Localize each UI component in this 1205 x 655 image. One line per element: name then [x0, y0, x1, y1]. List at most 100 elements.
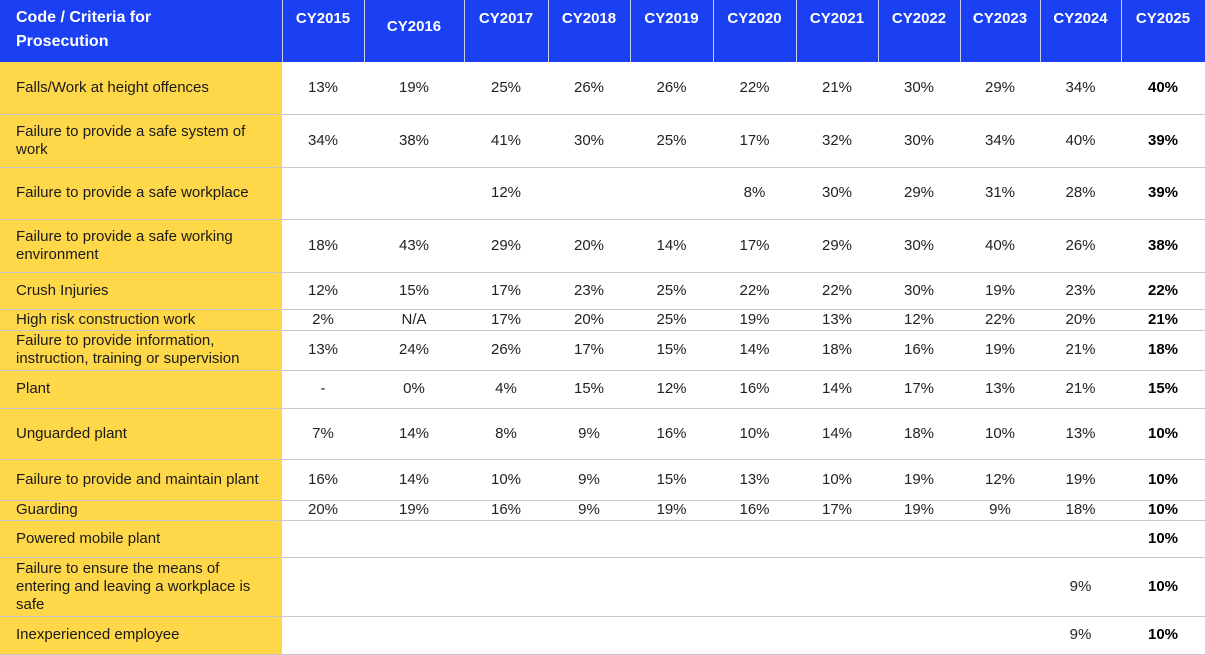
- value-cell: 9%: [548, 500, 630, 521]
- empty-cell: [630, 167, 713, 220]
- value-cell: 40%: [960, 219, 1040, 273]
- value-cell: 19%: [878, 500, 960, 521]
- empty-cell: [630, 616, 713, 655]
- value-cell: 18%: [1121, 330, 1205, 371]
- empty-cell: [796, 616, 878, 655]
- value-cell: 13%: [796, 309, 878, 331]
- value-cell: 38%: [1121, 219, 1205, 273]
- value-cell: 29%: [878, 167, 960, 220]
- value-cell: 22%: [1121, 272, 1205, 310]
- empty-cell: [960, 557, 1040, 617]
- value-cell: 12%: [282, 272, 364, 310]
- value-cell: 43%: [364, 219, 464, 273]
- value-cell: 16%: [878, 330, 960, 371]
- value-cell: 10%: [1121, 459, 1205, 501]
- value-cell: 15%: [364, 272, 464, 310]
- empty-cell: [713, 616, 796, 655]
- value-cell: 13%: [960, 370, 1040, 409]
- header-text: Code / Criteria for Prosecution: [16, 9, 152, 50]
- row-label: Failure to provide a safe system of work: [0, 114, 282, 168]
- header-cell: CY2025: [1121, 0, 1205, 62]
- row-label: Powered mobile plant: [0, 520, 282, 558]
- row-label: Inexperienced employee: [0, 616, 282, 655]
- row-label: Failure to provide a safe workplace: [0, 167, 282, 220]
- value-cell: 17%: [713, 219, 796, 273]
- table-row: Failure to provide information, instruct…: [0, 330, 1205, 371]
- value-cell: 10%: [1121, 616, 1205, 655]
- empty-cell: [464, 520, 548, 558]
- row-label: Falls/Work at height offences: [0, 62, 282, 115]
- value-cell: 17%: [548, 330, 630, 371]
- row-label: Failure to provide a safe working enviro…: [0, 219, 282, 273]
- table-row: Failure to provide a safe system of work…: [0, 114, 1205, 168]
- value-cell: 30%: [878, 219, 960, 273]
- value-cell: 7%: [282, 408, 364, 460]
- value-cell: 14%: [796, 408, 878, 460]
- value-cell: 14%: [364, 459, 464, 501]
- empty-cell: [282, 616, 364, 655]
- value-cell: 14%: [630, 219, 713, 273]
- value-cell: 21%: [1040, 330, 1121, 371]
- header-cell: CY2020: [713, 0, 797, 62]
- value-cell: 4%: [464, 370, 548, 409]
- value-cell: 19%: [960, 272, 1040, 310]
- header-cell: CY2015: [282, 0, 365, 62]
- empty-cell: [364, 616, 464, 655]
- value-cell: 34%: [1040, 62, 1121, 115]
- value-cell: 20%: [548, 309, 630, 331]
- value-cell: 10%: [713, 408, 796, 460]
- value-cell: 16%: [713, 500, 796, 521]
- row-label: Failure to provide information, instruct…: [0, 330, 282, 371]
- table-row: Falls/Work at height offences 13% 19% 25% 26…: [0, 62, 1205, 115]
- value-cell: 17%: [464, 309, 548, 331]
- value-cell: 16%: [630, 408, 713, 460]
- empty-cell: [713, 557, 796, 617]
- empty-cell: [878, 557, 960, 617]
- value-cell: 30%: [796, 167, 878, 220]
- table-row: Failure to provide a safe workplace 12% 8%…: [0, 167, 1205, 220]
- value-cell: 30%: [548, 114, 630, 168]
- value-cell: 19%: [878, 459, 960, 501]
- value-cell: 2%: [282, 309, 364, 331]
- value-cell: 8%: [713, 167, 796, 220]
- header-cell: CY2023: [960, 0, 1041, 62]
- value-cell: 23%: [1040, 272, 1121, 310]
- value-cell: 9%: [960, 500, 1040, 521]
- value-cell: 30%: [878, 114, 960, 168]
- value-cell: 34%: [960, 114, 1040, 168]
- value-cell: 10%: [1121, 408, 1205, 460]
- value-cell: 39%: [1121, 167, 1205, 220]
- empty-cell: [796, 557, 878, 617]
- table-row: Crush Injuries 12% 15% 17% 23% 25% 22% 22% 30% 19…: [0, 272, 1205, 310]
- value-cell: 15%: [630, 330, 713, 371]
- value-cell: 17%: [713, 114, 796, 168]
- value-cell: 20%: [1040, 309, 1121, 331]
- value-cell: 12%: [464, 167, 548, 220]
- value-cell: 28%: [1040, 167, 1121, 220]
- header-row: Code / Criteria for Prosecution CY2015 CY2…: [0, 0, 1205, 62]
- value-cell: 18%: [1040, 500, 1121, 521]
- value-cell: 30%: [878, 272, 960, 310]
- row-label: High risk construction work: [0, 309, 282, 331]
- value-cell: 21%: [1121, 309, 1205, 331]
- table-row: Powered mobile plant 10%: [0, 520, 1205, 558]
- value-cell: 16%: [713, 370, 796, 409]
- table-row: Failure to provide and maintain plant 16%…: [0, 459, 1205, 501]
- empty-cell: [548, 557, 630, 617]
- value-cell: 13%: [282, 330, 364, 371]
- value-cell: 19%: [364, 500, 464, 521]
- value-cell: 16%: [464, 500, 548, 521]
- empty-cell: [364, 557, 464, 617]
- table-row: Inexperienced employee 9% 10%: [0, 616, 1205, 655]
- value-cell: 31%: [960, 167, 1040, 220]
- value-cell: 18%: [282, 219, 364, 273]
- value-cell: -: [282, 370, 364, 409]
- empty-cell: [630, 557, 713, 617]
- value-cell: 9%: [548, 408, 630, 460]
- value-cell: 10%: [796, 459, 878, 501]
- table-body: Falls/Work at height offences 13% 19% 25% 26…: [0, 62, 1205, 655]
- value-cell: 40%: [1040, 114, 1121, 168]
- value-cell: 0%: [364, 370, 464, 409]
- value-cell: 13%: [713, 459, 796, 501]
